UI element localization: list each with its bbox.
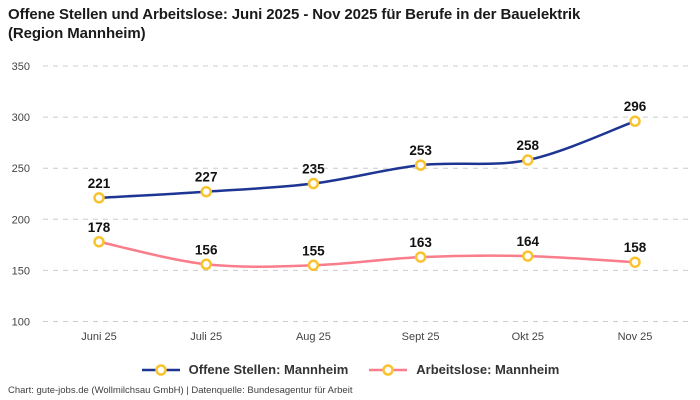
- line-chart-svg: 100 150 200 250 300 350 Juni 25 Juli 25 Aug 25 Se…: [12, 61, 692, 343]
- legend-label-arbeitslose: Arbeitslose: Mannheim: [416, 362, 560, 377]
- svg-text:155: 155: [302, 243, 325, 258]
- chart-title-line1: Offene Stellen und Arbeitslose: Juni 202…: [8, 6, 581, 23]
- svg-text:158: 158: [624, 240, 647, 255]
- svg-text:235: 235: [302, 162, 325, 177]
- svg-text:Okt 25: Okt 25: [512, 331, 544, 343]
- chart-legend: Offene Stellen: Mannheim Arbeitslose: Ma…: [0, 362, 700, 377]
- chart-title: Offene Stellen und Arbeitslose: Juni 202…: [8, 5, 668, 43]
- svg-text:Juni 25: Juni 25: [81, 331, 116, 343]
- svg-text:163: 163: [409, 235, 432, 250]
- svg-text:178: 178: [88, 220, 111, 235]
- legend-label-offene-stellen: Offene Stellen: Mannheim: [188, 362, 349, 377]
- svg-text:Juli 25: Juli 25: [190, 331, 222, 343]
- svg-text:100: 100: [12, 317, 30, 329]
- svg-text:250: 250: [12, 163, 30, 175]
- svg-text:Sept 25: Sept 25: [402, 331, 440, 343]
- svg-text:164: 164: [517, 234, 540, 249]
- svg-text:258: 258: [517, 138, 540, 153]
- legend-line-marker-icon: [141, 363, 180, 376]
- legend-item-offene-stellen: Offene Stellen: Mannheim: [141, 362, 349, 377]
- svg-text:350: 350: [12, 61, 30, 73]
- svg-text:296: 296: [624, 99, 647, 114]
- svg-text:200: 200: [12, 214, 30, 226]
- legend-item-arbeitslose: Arbeitslose: Mannheim: [368, 362, 559, 377]
- svg-text:150: 150: [12, 265, 30, 277]
- svg-text:227: 227: [195, 170, 218, 185]
- svg-text:253: 253: [409, 143, 432, 158]
- svg-text:221: 221: [88, 176, 111, 191]
- svg-text:300: 300: [12, 112, 30, 124]
- chart-title-line2: (Region Mannheim): [8, 25, 146, 42]
- chart-credit: Chart: gute-jobs.de (Wollmilchsau GmbH) …: [8, 385, 353, 396]
- svg-text:Aug 25: Aug 25: [296, 331, 331, 343]
- legend-line-marker-icon: [369, 363, 408, 376]
- svg-text:Nov 25: Nov 25: [618, 331, 653, 343]
- svg-text:156: 156: [195, 242, 218, 257]
